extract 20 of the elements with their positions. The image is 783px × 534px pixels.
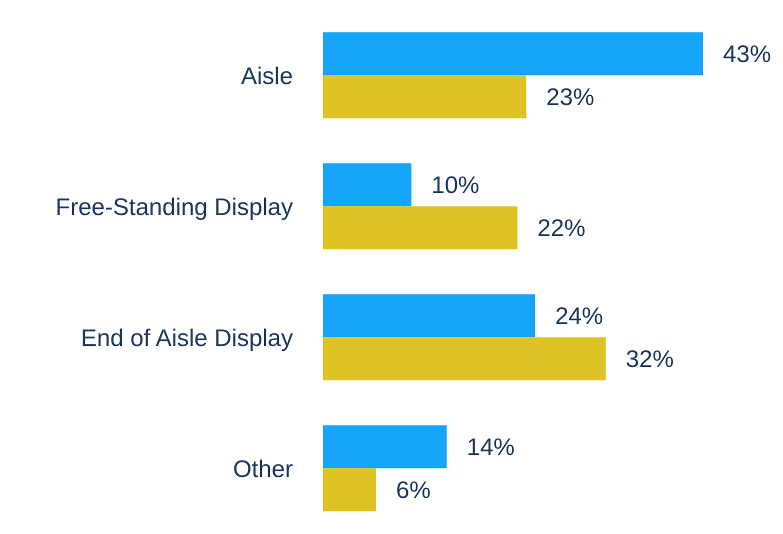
bar (323, 468, 376, 512)
bar (323, 425, 447, 468)
data-label: 6% (396, 477, 431, 504)
data-label: 43% (723, 41, 772, 68)
y-tick-label: Aisle (240, 63, 293, 90)
data-label: 23% (546, 84, 594, 112)
data-label: 10% (431, 172, 480, 200)
data-label: 14% (466, 434, 515, 462)
bar (323, 206, 518, 250)
bar (323, 32, 703, 76)
bar (323, 294, 536, 338)
y-tick-label: End of Aisle Display (80, 325, 293, 352)
data-label: 24% (555, 303, 604, 330)
bar (323, 75, 526, 118)
y-tick-label: Other (232, 456, 293, 484)
y-tick-label: Free-Standing Display (56, 194, 293, 222)
bar (323, 163, 412, 206)
data-label: 22% (537, 215, 586, 242)
bar (323, 337, 606, 380)
data-label: 32% (626, 346, 674, 374)
